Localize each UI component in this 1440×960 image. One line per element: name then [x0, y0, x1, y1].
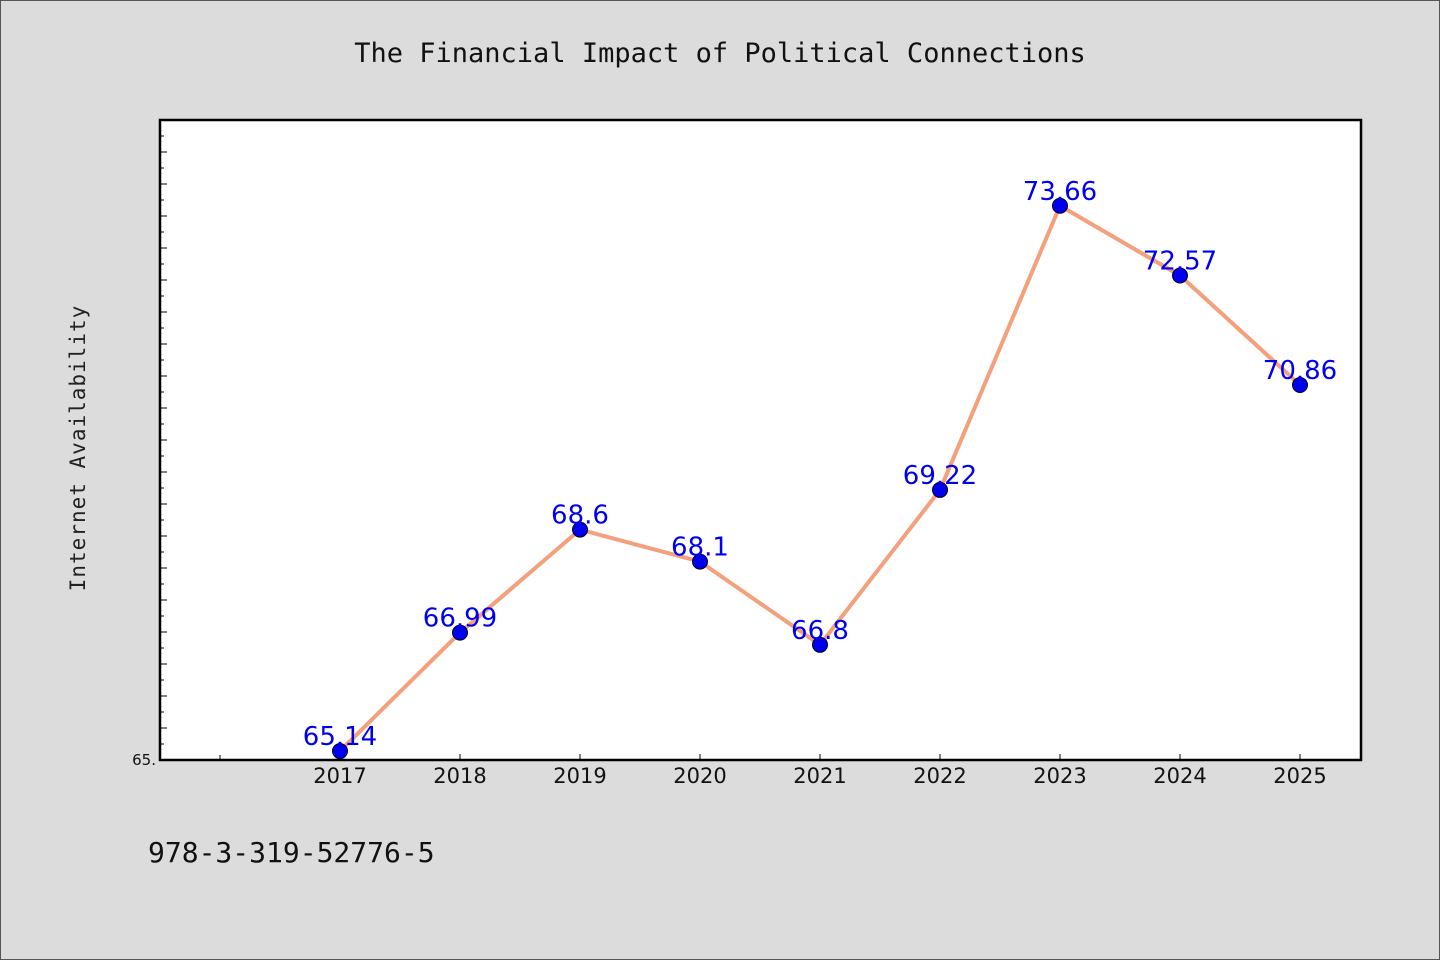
- data-point: [932, 481, 948, 498]
- data-label: 66.99: [423, 604, 497, 634]
- chart-title: The Financial Impact of Political Connec…: [354, 38, 1086, 69]
- data-label: 70.86: [1263, 356, 1337, 386]
- data-point: [572, 521, 588, 538]
- x-axis-ticks: 2017 2018 2019 2020 2021 2022 2023 2024 2025: [219, 754, 1327, 788]
- y-axis-label: Internet Availability: [66, 305, 90, 592]
- data-point: [1052, 197, 1068, 214]
- data-label: 73.66: [1023, 177, 1097, 207]
- data-label: 68.6: [551, 501, 609, 531]
- data-labels: 65.14 66.99 68.6 68.1 66.8 69.22 73.66 72.57 70.…: [303, 177, 1337, 752]
- data-point: [1172, 267, 1188, 284]
- series-markers: [332, 197, 1308, 760]
- x-tick-label: 2023: [1033, 764, 1086, 788]
- x-tick-label: 2022: [913, 764, 966, 788]
- x-tick-label: 2018: [433, 764, 486, 788]
- x-tick-label: 2020: [673, 764, 726, 788]
- x-tick-label: 2021: [793, 764, 846, 788]
- data-label: 72.57: [1143, 247, 1217, 277]
- data-label: 66.8: [791, 616, 849, 646]
- data-label: 68.1: [671, 533, 729, 563]
- x-tick-label: 2024: [1153, 764, 1206, 788]
- footer-isbn: 978-3-319-52776-5: [148, 836, 435, 869]
- x-tick-label: 2025: [1273, 764, 1326, 788]
- y-tick-label: 65.: [132, 751, 156, 769]
- x-tick-label: 2019: [553, 764, 606, 788]
- y-axis-ticks: 65.: [132, 119, 167, 769]
- data-point: [692, 553, 708, 570]
- data-label: 65.14: [303, 722, 377, 752]
- data-point: [812, 636, 828, 653]
- plot-area: [158, 118, 1363, 762]
- data-label: 69.22: [903, 461, 977, 491]
- data-point: [1292, 376, 1308, 393]
- x-tick-label: 2017: [313, 764, 366, 788]
- data-point: [332, 743, 348, 760]
- data-point: [452, 624, 468, 641]
